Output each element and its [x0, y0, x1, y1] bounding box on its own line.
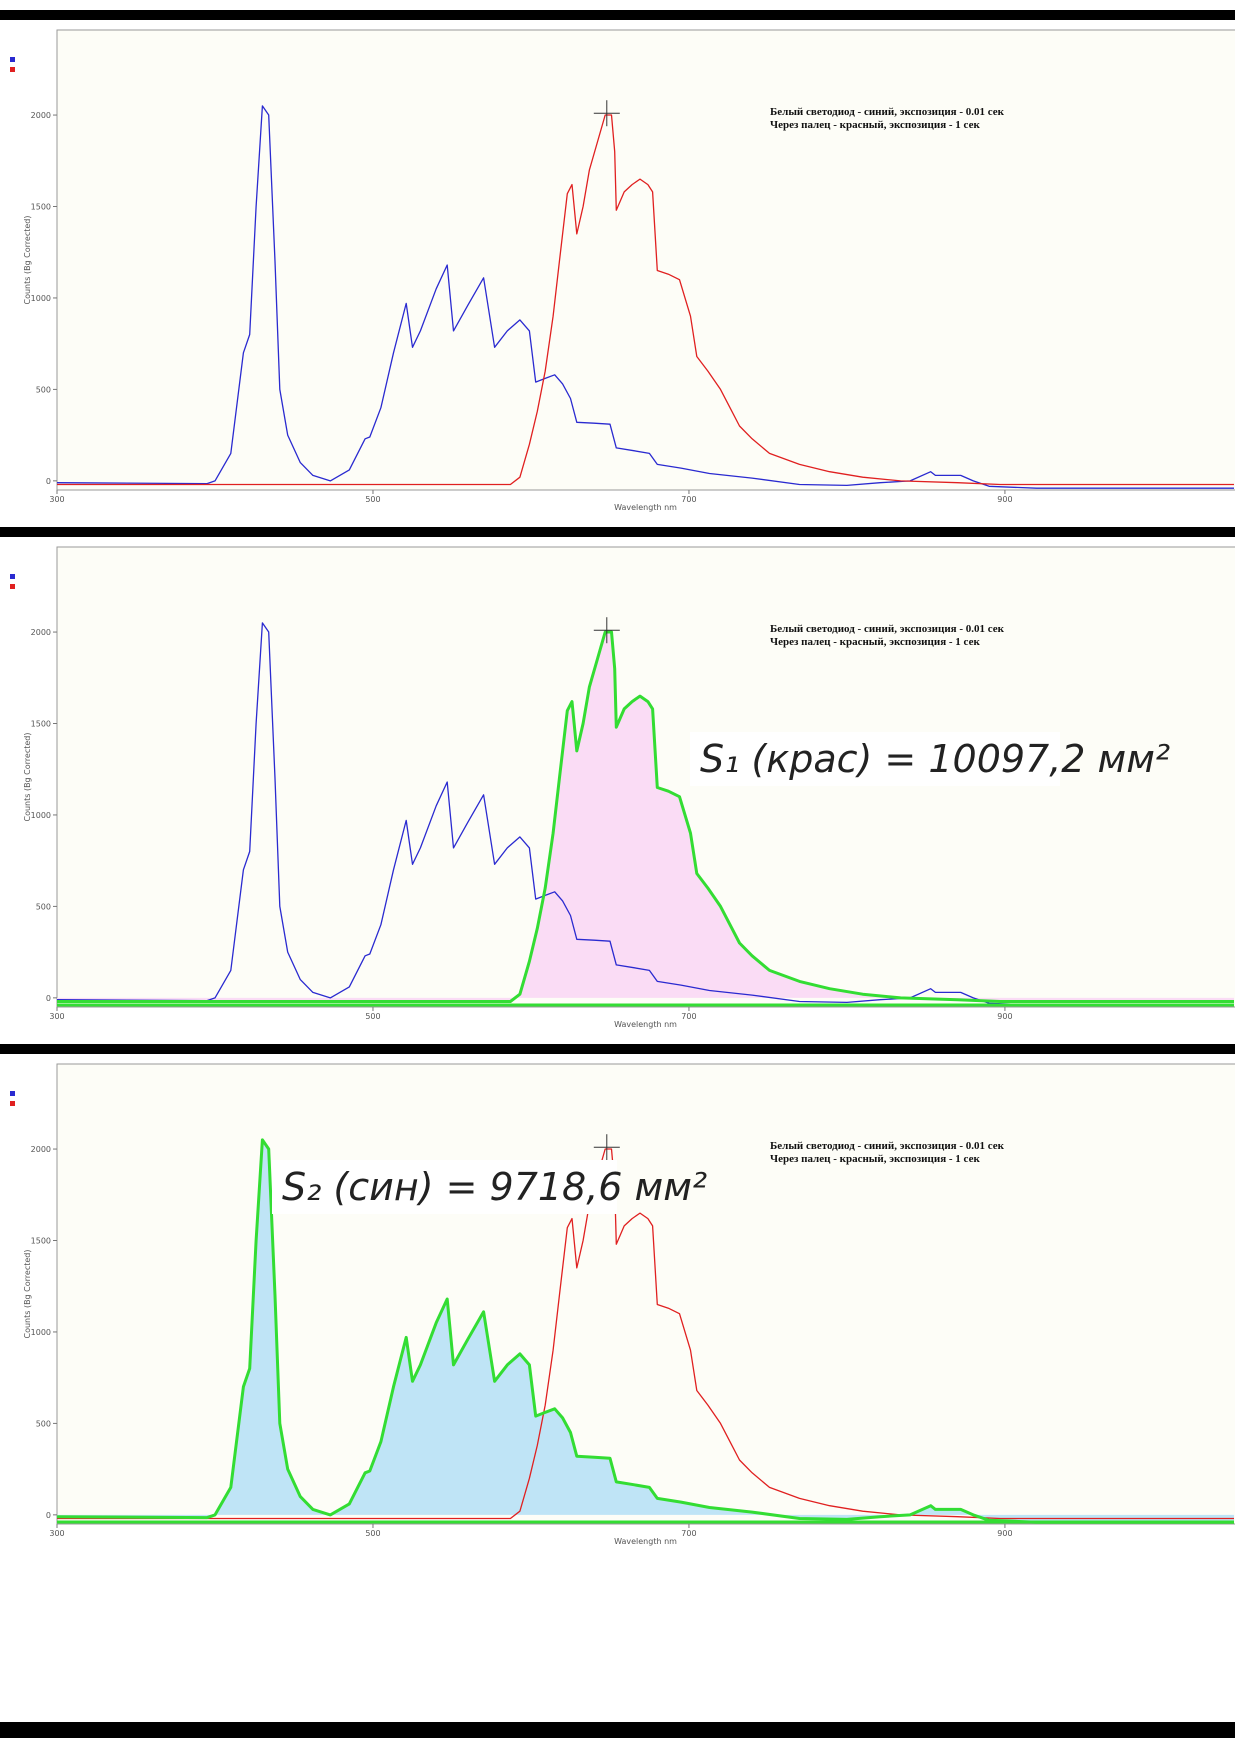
plot — [57, 1138, 1234, 1524]
x-tick-label: 300 — [49, 1012, 64, 1021]
y-tick-label: 2000 — [31, 111, 51, 120]
x-tick-label: 500 — [365, 1012, 380, 1021]
separator — [0, 1722, 1235, 1738]
chart-panel: 0 500 1000 1500 2000 300 500 700 900 Wavelength n… — [10, 546, 1235, 1029]
y-tick-label: 1500 — [31, 203, 51, 212]
y-tick-label: 0 — [46, 477, 51, 486]
plot — [57, 622, 1234, 1007]
y-tick-label: 1000 — [31, 294, 51, 303]
x-tick-label: 700 — [681, 495, 696, 504]
y-tick-label: 500 — [36, 902, 51, 911]
annotation: S₁ (крас) = 10097,2 мм² — [700, 737, 1170, 781]
x-tick-label: 700 — [681, 1529, 696, 1538]
annotation: S₂ (син) = 9718,6 мм² — [282, 1165, 707, 1209]
x-tick-label: 900 — [997, 1529, 1012, 1538]
legend-text: Белый светодиод - синий, экспозиция - 0.… — [770, 623, 1005, 635]
legend-key — [10, 1101, 15, 1106]
y-tick-label: 500 — [36, 385, 51, 394]
legend-key — [10, 67, 15, 72]
y-tick-label: 1500 — [31, 720, 51, 729]
y-tick-label: 500 — [36, 1419, 51, 1428]
legend-text: Белый светодиод - синий, экспозиция - 0.… — [770, 1140, 1005, 1152]
y-tick-label: 2000 — [31, 1145, 51, 1154]
x-axis-title: Wavelength nm — [614, 1020, 677, 1029]
series-line — [57, 105, 1234, 489]
series-line — [57, 1148, 1234, 1520]
y-tick-label: 0 — [46, 1511, 51, 1520]
y-tick-label: 1000 — [31, 1328, 51, 1337]
y-tick-label: 2000 — [31, 628, 51, 637]
x-tick-label: 900 — [997, 495, 1012, 504]
plot — [57, 105, 1234, 489]
x-tick-label: 300 — [49, 495, 64, 504]
legend-text: Белый светодиод - синий, экспозиция - 0.… — [770, 106, 1005, 118]
plot-area — [56, 29, 1235, 491]
y-tick-label: 0 — [46, 994, 51, 1003]
x-tick-label: 300 — [49, 1529, 64, 1538]
legend-key — [10, 1091, 15, 1096]
chart-panel: 0 500 1000 1500 2000 300 500 700 900 Wavelength n… — [10, 29, 1235, 512]
y-axis-title: Counts (Bg Corrected) — [23, 732, 32, 821]
y-tick-label: 1000 — [31, 811, 51, 820]
chart-panel: 0 500 1000 1500 2000 300 500 700 900 Wavelength n… — [10, 1063, 1235, 1546]
x-tick-label: 500 — [365, 495, 380, 504]
y-tick-label: 1500 — [31, 1237, 51, 1246]
legend-key — [10, 584, 15, 589]
cursor — [593, 1134, 620, 1161]
area-outline — [57, 1138, 1234, 1524]
legend-text: Через палец - красный, экспозиция - 1 се… — [770, 636, 980, 648]
annotation-bg — [272, 1160, 617, 1214]
cursor — [593, 617, 620, 644]
series-line — [57, 622, 1234, 1006]
legend-key — [10, 574, 15, 579]
area-fill — [57, 632, 1234, 1002]
annotation-bg — [690, 732, 1060, 786]
legend-text: Через палец - красный, экспозиция - 1 се… — [770, 1153, 980, 1165]
separator — [0, 527, 1235, 537]
legend-text: Через палец - красный, экспозиция - 1 се… — [770, 119, 980, 131]
series-line — [57, 114, 1234, 486]
x-tick-label: 700 — [681, 1012, 696, 1021]
legend-key — [10, 57, 15, 62]
x-tick-label: 900 — [997, 1012, 1012, 1021]
y-axis-title: Counts (Bg Corrected) — [23, 215, 32, 304]
cursor — [593, 100, 620, 127]
y-axis-title: Counts (Bg Corrected) — [23, 1249, 32, 1338]
separator — [0, 10, 1235, 20]
x-axis-title: Wavelength nm — [614, 1537, 677, 1546]
x-axis-title: Wavelength nm — [614, 503, 677, 512]
area-outline — [57, 630, 1234, 1003]
x-tick-label: 500 — [365, 1529, 380, 1538]
separator — [0, 1044, 1235, 1054]
